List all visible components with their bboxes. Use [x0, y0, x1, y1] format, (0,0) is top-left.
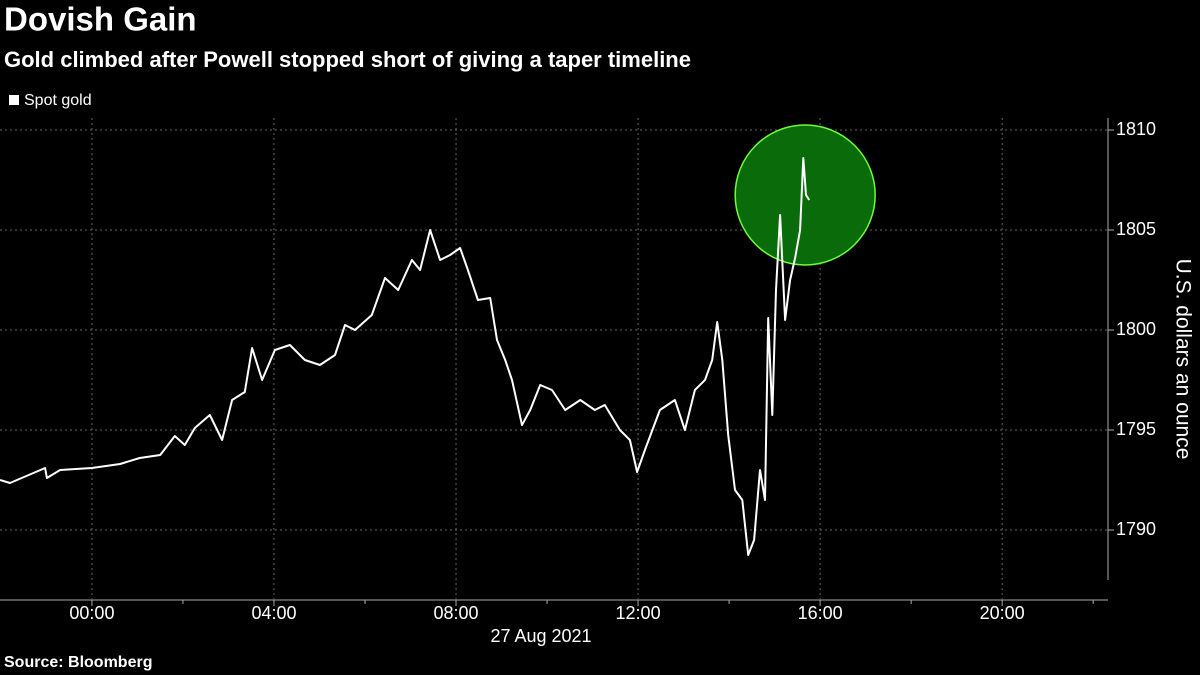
line-series: [0, 157, 811, 556]
x-tick-label: 08:00: [433, 603, 478, 623]
source: Source: Bloomberg: [4, 654, 152, 671]
y-tick-label: 1805: [1116, 219, 1156, 239]
x-tick-label: 16:00: [798, 603, 843, 623]
y-axis-label: U.S. dollars an ounce: [1171, 259, 1194, 460]
chart-subtitle: Gold climbed after Powell stopped short …: [4, 47, 691, 72]
y-tick-label: 1790: [1116, 519, 1156, 539]
x-tick-label: 00:00: [69, 603, 114, 623]
y-tick-label: 1795: [1116, 419, 1156, 439]
x-tick-label: 04:00: [251, 603, 296, 623]
legend-swatch: [9, 95, 19, 105]
chart-title: Dovish Gain: [4, 1, 197, 38]
x-tick-label: 12:00: [616, 603, 661, 623]
x-date-label: 27 Aug 2021: [490, 626, 591, 646]
legend-label: Spot gold: [24, 92, 92, 109]
x-tick-label: 20:00: [980, 603, 1025, 623]
y-tick-label: 1800: [1116, 319, 1156, 339]
y-tick-label: 1810: [1116, 119, 1156, 139]
